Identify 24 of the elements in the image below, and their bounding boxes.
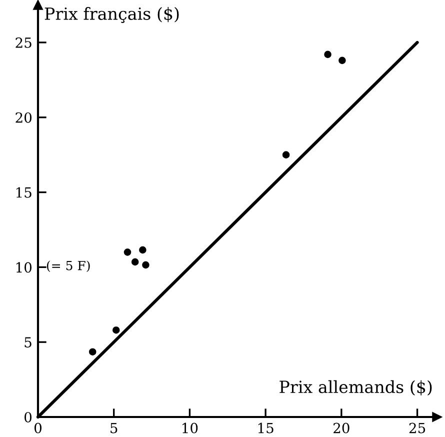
x-tick-label: 10 <box>182 422 198 434</box>
point <box>131 258 139 266</box>
x-tick-label: 5 <box>110 422 118 434</box>
y-tick-label: 10 <box>16 262 32 273</box>
x-tick-label: 25 <box>409 422 426 434</box>
x-tick-label: 20 <box>334 422 350 434</box>
x-axis-title: Prix allemands ($) <box>280 380 432 396</box>
x-tick-label: 0 <box>34 422 42 434</box>
point <box>338 56 346 64</box>
x-tick-label: 15 <box>258 422 274 434</box>
y-tick-label: 0 <box>24 412 32 422</box>
y-tick-label: 15 <box>16 187 32 198</box>
point <box>139 246 146 254</box>
y-tick-label: 5 <box>24 337 32 348</box>
point <box>142 261 150 269</box>
y-tick-label: 25 <box>16 37 32 48</box>
point <box>88 348 96 356</box>
point <box>324 50 332 58</box>
point <box>124 248 132 256</box>
point <box>282 151 290 158</box>
annotation: (= 5 F) <box>46 260 90 272</box>
y-tick-label: 20 <box>16 112 32 123</box>
y-axis-title: Prix français ($) <box>44 7 179 23</box>
point <box>112 326 120 334</box>
